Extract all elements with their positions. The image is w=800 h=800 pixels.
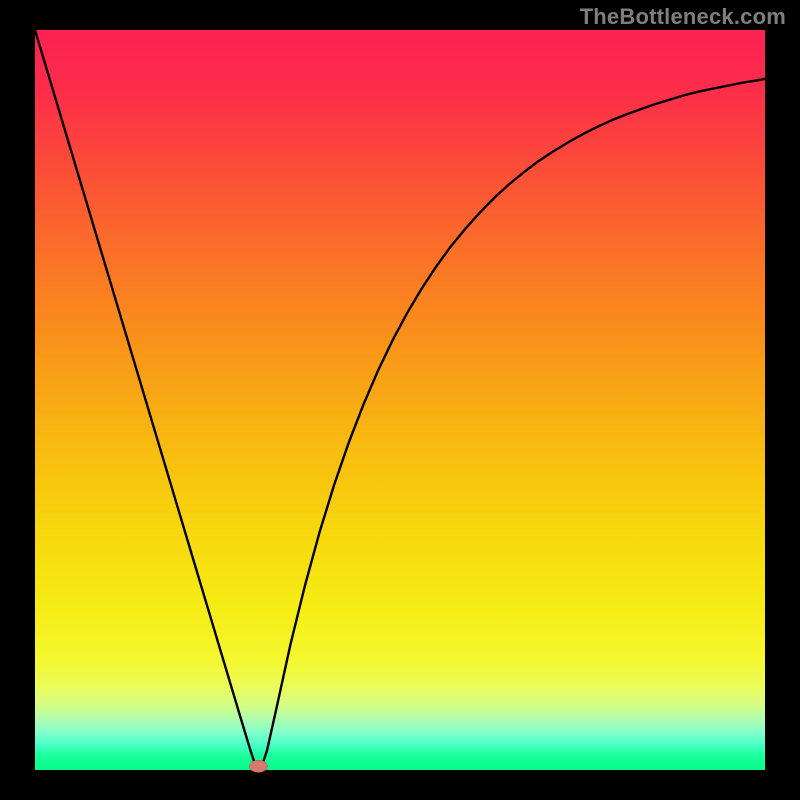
optimum-marker — [249, 760, 267, 772]
watermark-text: TheBottleneck.com — [580, 4, 786, 30]
gradient-chart — [0, 0, 800, 800]
chart-stage: TheBottleneck.com — [0, 0, 800, 800]
